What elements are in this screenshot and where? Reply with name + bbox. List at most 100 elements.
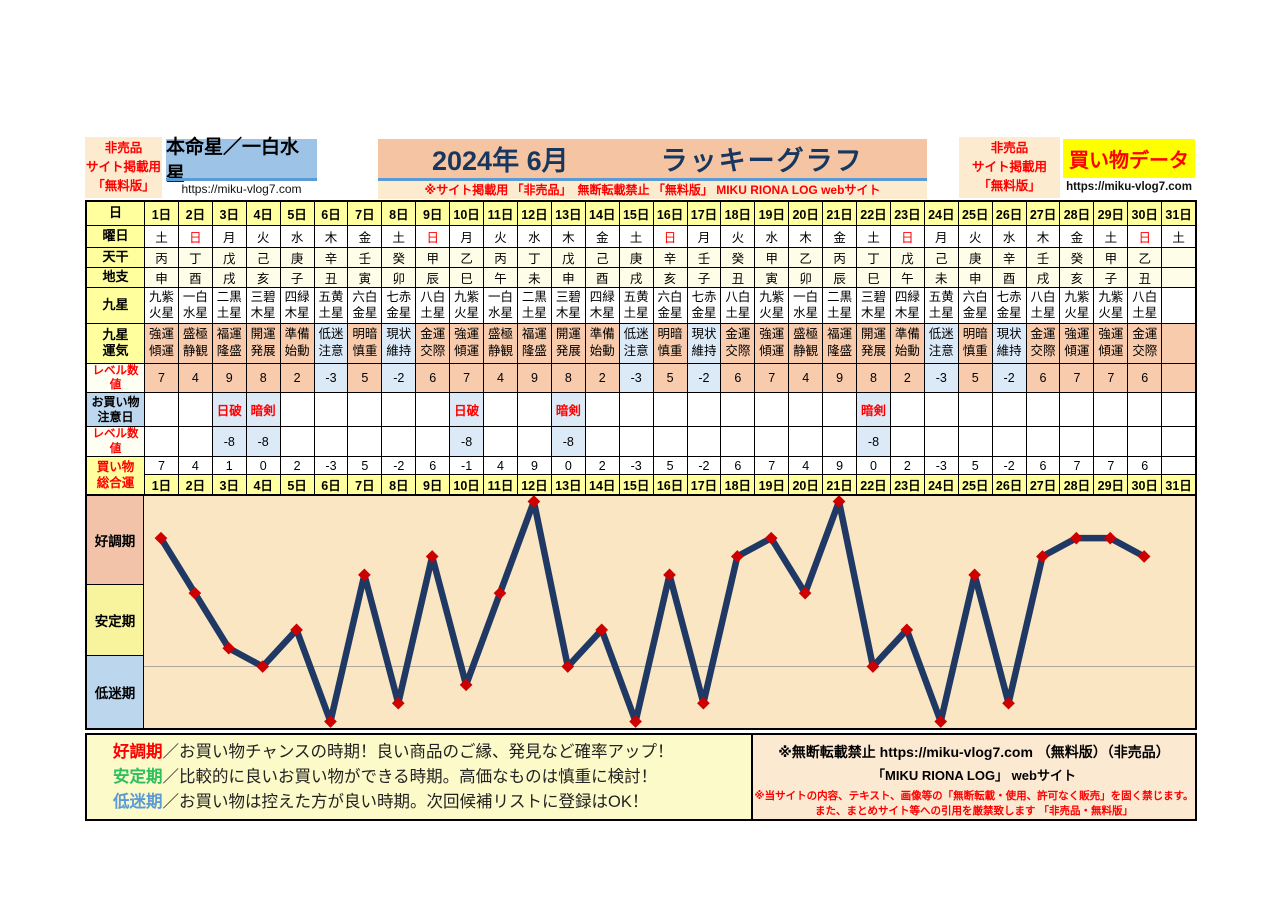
r-level2-cell	[144, 426, 179, 457]
r-total-cell: -3	[618, 456, 654, 475]
left-note-line2: サイト掲載用	[85, 160, 161, 175]
r-day2-cell: 3日	[211, 474, 247, 496]
r-total-cell: 0	[245, 456, 281, 475]
r-level-cell	[1161, 362, 1197, 394]
r-youbi-cell: 土	[381, 224, 417, 248]
r-total-cell: 6	[1025, 456, 1061, 475]
r-level-cell: 9	[822, 362, 858, 394]
r-chuui-cell	[483, 392, 518, 428]
r-tenkan-cell: 辛	[991, 246, 1027, 268]
r-chuui-cell	[1127, 392, 1163, 428]
r-youbi-cell: 火	[720, 224, 756, 248]
r-tenkan-cell: 丁	[516, 246, 552, 268]
copyright-line3: ※当サイトの内容、テキスト、画像等の「無断転載・使用、許可なく販売」を固く禁じま…	[754, 790, 1194, 802]
legend-term-stable: 安定期	[113, 767, 163, 786]
r-youbi-cell: 日	[415, 224, 451, 248]
r-chuui-cell	[957, 392, 993, 428]
r-day2-cell: 8日	[381, 474, 417, 496]
r-youbi-cell: 木	[1025, 224, 1061, 248]
r-day2-cell: 14日	[584, 474, 620, 496]
r-kyusei-cell: 四緑 木星	[584, 286, 620, 324]
r-day-cell: 18日	[720, 200, 756, 226]
r-chuui-cell	[584, 392, 620, 428]
row-label-total: 買い物 総合運	[85, 456, 145, 496]
r-chuui-cell: 日破	[449, 392, 485, 428]
r-chishi-cell: 子	[1093, 266, 1129, 288]
r-youbi-cell: 水	[754, 224, 790, 248]
r-chishi-cell: 巳	[449, 266, 485, 288]
r-unki-cell: 明暗 慎重	[652, 322, 688, 364]
r-level-cell: 4	[177, 362, 213, 394]
r-kyusei-cell: 六白 金星	[652, 286, 688, 324]
r-kyusei-cell: 六白 金星	[347, 286, 383, 324]
r-chishi-cell: 子	[279, 266, 315, 288]
r-total-cell: 9	[516, 456, 552, 475]
r-kyusei-cell: 三碧 木星	[550, 286, 586, 324]
title-name: ラッキーグラフ	[660, 146, 864, 176]
r-chishi-cell: 未	[923, 266, 959, 288]
r-unki-cell: 金運 交際	[415, 322, 451, 364]
row-label-chishi: 地支	[85, 266, 145, 288]
r-kyusei-cell: 三碧 木星	[856, 286, 891, 324]
r-level2-cell	[177, 426, 213, 457]
r-level-cell: -3	[313, 362, 349, 394]
r-youbi-cell: 金	[347, 224, 383, 248]
r-total-cell: -2	[991, 456, 1027, 475]
r-unki-cell: 低迷 注意	[313, 322, 349, 364]
r-total-cell: 1	[211, 456, 247, 475]
r-kyusei-cell: 七赤 金星	[991, 286, 1027, 324]
copyright-line2: 「MIKU RIONA LOG」 webサイト	[872, 768, 1076, 783]
chart-plot-area	[144, 496, 1195, 728]
r-day2-cell: 10日	[449, 474, 485, 496]
r-unki-cell: 明暗 慎重	[957, 322, 993, 364]
honmeisei-url: https://miku-vlog7.com	[181, 182, 302, 196]
r-level-cell: 5	[652, 362, 688, 394]
r-total-cell: 5	[347, 456, 383, 475]
r-total-cell: -3	[923, 456, 959, 475]
r-total-cell: 9	[822, 456, 858, 475]
r-youbi-cell: 火	[483, 224, 518, 248]
right-note-line3: 「無料版」	[978, 178, 1041, 193]
r-kyusei-cell: 九紫 火星	[1093, 286, 1129, 324]
r-youbi-cell: 日	[177, 224, 213, 248]
left-note-line1: 非売品	[104, 141, 143, 156]
r-day2-cell: 18日	[720, 474, 756, 496]
r-level2-cell	[381, 426, 417, 457]
r-day2-cell: 17日	[686, 474, 722, 496]
r-day2-cell: 16日	[652, 474, 688, 496]
r-youbi-cell: 木	[788, 224, 824, 248]
r-tenkan-cell: 丁	[856, 246, 891, 268]
r-day-cell: 24日	[923, 200, 959, 226]
r-day2-cell: 4日	[245, 474, 281, 496]
r-level2-cell	[822, 426, 858, 457]
band-slump-period: 低迷期	[87, 656, 143, 728]
r-tenkan-cell: 丙	[822, 246, 858, 268]
r-chuui-cell	[381, 392, 417, 428]
r-level2-cell	[1025, 426, 1061, 457]
legend-item-slump: 低迷期／お買い物は控えた方が良い時期。次回候補リストに登録はOK！	[113, 790, 751, 815]
r-level2-cell	[1161, 426, 1197, 457]
r-youbi-cell: 土	[856, 224, 891, 248]
row-weekday: 曜日 土日月火水木金土日月火水木金土日月火水木金土日月火水木金土日土	[85, 224, 1197, 248]
r-unki-cell: 盛極 静観	[788, 322, 824, 364]
r-total-cell: -2	[686, 456, 722, 475]
r-level2-cell	[720, 426, 756, 457]
r-total-cell: 6	[415, 456, 451, 475]
r-chishi-cell	[1161, 266, 1197, 288]
r-chishi-cell: 丑	[313, 266, 349, 288]
r-kyusei-cell: 五黄 土星	[313, 286, 349, 324]
r-total-cell: 2	[279, 456, 315, 475]
r-kyusei-cell: 三碧 木星	[245, 286, 281, 324]
r-level-cell: 8	[856, 362, 891, 394]
r-kyusei-cell: 九紫 火星	[449, 286, 485, 324]
r-level2-cell: -8	[245, 426, 281, 457]
r-total-cell: 7	[144, 456, 179, 475]
r-day-cell: 1日	[144, 200, 179, 226]
r-level2-cell	[889, 426, 925, 457]
r-level-cell: 7	[1059, 362, 1095, 394]
r-kyusei-cell: 二黒 土星	[516, 286, 552, 324]
r-kyusei-cell: 一白 水星	[177, 286, 213, 324]
r-day-cell: 10日	[449, 200, 485, 226]
r-kyusei-cell: 八白 土星	[1025, 286, 1061, 324]
r-chishi-cell: 卯	[788, 266, 824, 288]
